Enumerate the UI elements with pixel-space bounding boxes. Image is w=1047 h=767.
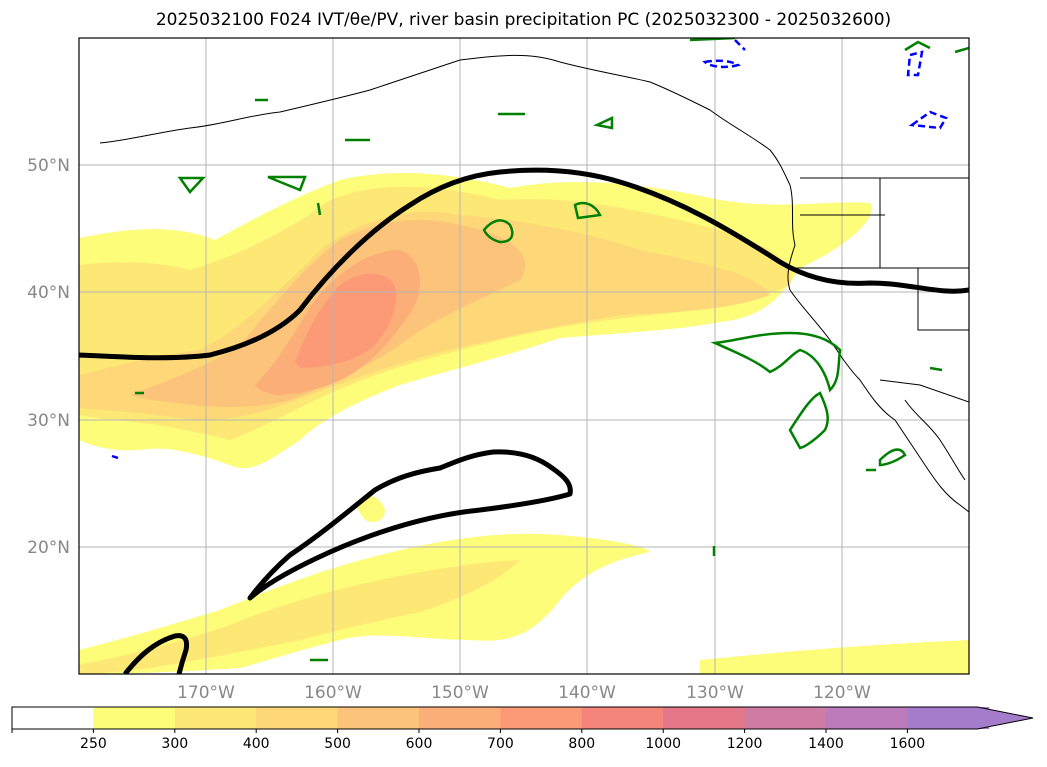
- colorbar-tick-label: 1000: [645, 736, 681, 752]
- colorbar-tick-label: 1200: [727, 736, 763, 752]
- map-frame: [78, 37, 970, 675]
- green-contour-18: [316, 202, 322, 216]
- colorbar-segment: [256, 707, 339, 729]
- pv-contour-north: [79, 167, 969, 361]
- ivt-colorbar: 250 300 400 500 600 700 800 1000 1200 1400 1600: [11, 706, 1034, 752]
- gridlines: [79, 38, 969, 674]
- green-contour-6: [788, 391, 829, 450]
- blue-contour-5: [111, 454, 119, 460]
- colorbar-segment: [93, 707, 176, 729]
- colorbar-segment: [826, 707, 908, 729]
- ivt-filled-contours: [79, 173, 969, 674]
- lat-label-40n: 40°N: [27, 283, 70, 303]
- green-contour-4: [573, 201, 602, 220]
- lon-label-170w: 170°W: [177, 683, 235, 703]
- pv-contours: [79, 167, 969, 674]
- colorbar-tick-label: 300: [161, 736, 188, 752]
- coastlines: [99, 54, 969, 513]
- pv-contour-closed: [247, 449, 573, 601]
- ivt-level-250-southeast: [700, 640, 969, 674]
- green-contour-5: [710, 331, 842, 393]
- colorbar-outline: [11, 706, 1034, 730]
- green-contour-12: [954, 46, 969, 54]
- lon-label-130w: 130°W: [686, 683, 744, 703]
- precip-pc-negative-contours: [111, 39, 948, 460]
- alaska-coastline: [99, 54, 791, 186]
- colorbar-extend-arrow: [907, 707, 1033, 729]
- lat-axis-labels: 20°N 30°N 40°N 50°N: [27, 156, 70, 558]
- map-content: [79, 38, 969, 674]
- colorbar-tick-label: 700: [487, 736, 514, 752]
- colorbar-tick-label: 600: [406, 736, 433, 752]
- blue-contour-3: [908, 110, 948, 130]
- mexico-border: [879, 379, 969, 403]
- colorbar-segment: [12, 707, 94, 729]
- lon-label-160w: 160°W: [304, 683, 362, 703]
- colorbar-segment: [663, 707, 746, 729]
- colorbar-tick-label: 250: [80, 736, 107, 752]
- figure-title: 2025032100 F024 IVT/θe/PV, river basin p…: [155, 10, 892, 30]
- lon-axis-labels: 170°W 160°W 150°W 140°W 130°W 120°W: [177, 683, 871, 703]
- north-america-coastline: [787, 184, 969, 513]
- green-contour-11: [904, 40, 931, 52]
- green-contour-2: [267, 175, 307, 192]
- precip-pc-positive-contours: [135, 38, 969, 662]
- colorbar-tick-label: 500: [324, 736, 351, 752]
- blue-contour-1: [702, 59, 742, 69]
- green-contour-10: [593, 116, 614, 130]
- colorbar-tick-label: 1600: [890, 736, 926, 752]
- pv-contour-southwest: [123, 633, 190, 674]
- colorbar-segment: [419, 707, 501, 729]
- ivt-level-700: [295, 273, 397, 368]
- ivt-level-300-south: [79, 560, 520, 674]
- lon-label-120w: 120°W: [813, 683, 871, 703]
- baja-coastline: [904, 399, 966, 481]
- colorbar-segment: [337, 707, 420, 729]
- lon-label-140w: 140°W: [558, 683, 616, 703]
- lat-label-20n: 20°N: [27, 538, 70, 558]
- green-contour-13: [929, 366, 943, 372]
- green-contour-1: [177, 176, 206, 194]
- blue-contour-4: [734, 39, 746, 51]
- colorbar-segment: [744, 707, 827, 729]
- green-contour-7: [878, 448, 907, 467]
- colorbar-tick-label: 800: [568, 736, 595, 752]
- lat-label-50n: 50°N: [27, 156, 70, 176]
- colorbar-segment: [500, 707, 583, 729]
- colorbar-segment: [581, 707, 664, 729]
- colorbar-segment: [174, 707, 257, 729]
- lat-label-30n: 30°N: [27, 411, 70, 431]
- green-contour-3: [482, 219, 514, 244]
- blue-contour-2: [906, 50, 924, 77]
- lon-label-150w: 150°W: [431, 683, 489, 703]
- colorbar-tick-label: 1400: [808, 736, 844, 752]
- colorbar-tick-label: 400: [243, 736, 270, 752]
